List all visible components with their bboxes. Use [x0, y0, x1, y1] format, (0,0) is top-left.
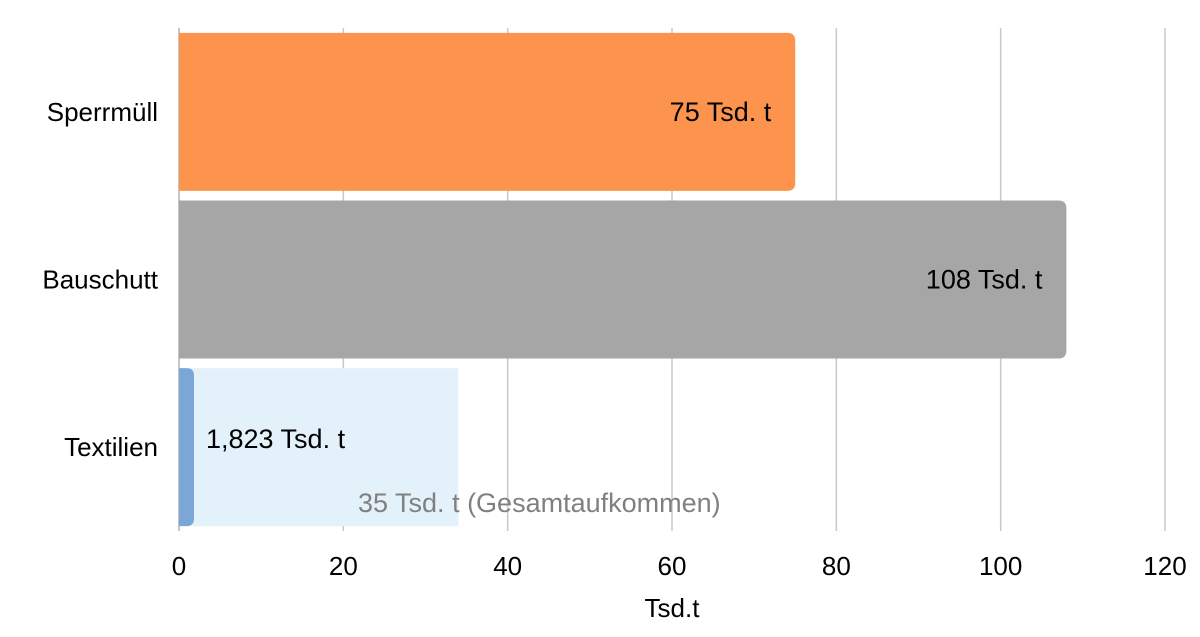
y-category-label: Sperrmüll — [47, 97, 158, 127]
x-tick-label: 60 — [658, 551, 687, 581]
x-tick-label: 80 — [822, 551, 851, 581]
bar-value-label: 108 Tsd. t — [926, 265, 1043, 295]
bar-value-label: 1,823 Tsd. t — [206, 424, 346, 454]
x-tick-label: 0 — [172, 551, 186, 581]
bar — [179, 368, 194, 527]
x-axis-ticks: 0 20 40 60 80 100 120 — [172, 551, 1187, 581]
bar — [179, 32, 796, 191]
x-tick-label: 120 — [1143, 551, 1186, 581]
bars — [179, 32, 1067, 527]
x-tick-label: 20 — [329, 551, 358, 581]
y-category-label: Bauschutt — [42, 265, 158, 295]
bar-value-label: 75 Tsd. t — [670, 97, 772, 127]
y-category-label: Textilien — [64, 432, 158, 462]
x-axis-title: Tsd.t — [645, 593, 701, 623]
bar — [179, 200, 1067, 359]
x-tick-label: 40 — [493, 551, 522, 581]
x-tick-label: 100 — [979, 551, 1022, 581]
background-bar — [179, 368, 459, 527]
total-label: 35 Tsd. t (Gesamtaufkommen) — [358, 488, 721, 518]
bar-labels: Sperrmüll 75 Tsd. t Bauschutt 108 Tsd. t Tex… — [42, 97, 1043, 518]
